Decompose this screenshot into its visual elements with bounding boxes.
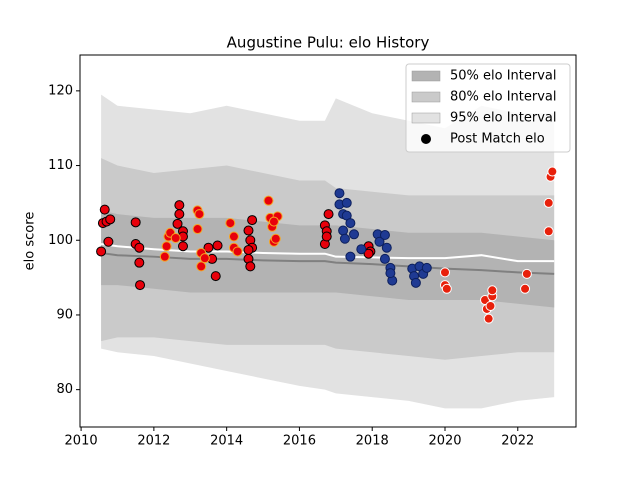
post-match-point bbox=[521, 268, 532, 279]
legend-marker bbox=[421, 134, 431, 144]
post-match-point bbox=[439, 267, 450, 278]
x-tick-label: 2022 bbox=[501, 434, 534, 449]
post-match-point bbox=[385, 268, 396, 279]
post-match-point bbox=[268, 216, 279, 227]
post-match-point bbox=[130, 217, 141, 228]
y-tick-label: 80 bbox=[56, 382, 73, 397]
post-match-point bbox=[441, 283, 452, 294]
post-match-point bbox=[339, 233, 350, 244]
legend-swatch bbox=[411, 112, 441, 124]
post-match-point bbox=[212, 240, 223, 251]
y-tick-label: 100 bbox=[48, 233, 73, 248]
post-match-point bbox=[349, 229, 360, 240]
legend-label: 50% elo Interval bbox=[450, 69, 557, 84]
post-match-point bbox=[243, 225, 254, 236]
post-match-point bbox=[379, 230, 390, 241]
post-match-point bbox=[338, 225, 349, 236]
post-match-point bbox=[194, 209, 205, 220]
post-match-point bbox=[103, 236, 114, 247]
post-match-point bbox=[174, 200, 185, 211]
post-match-point bbox=[410, 277, 421, 288]
y-tick-label: 90 bbox=[56, 307, 73, 322]
post-match-point bbox=[196, 261, 207, 272]
post-match-point bbox=[174, 209, 185, 220]
post-match-point bbox=[543, 197, 554, 208]
legend-swatch bbox=[411, 91, 441, 103]
post-match-point bbox=[134, 242, 145, 253]
x-tick-label: 2014 bbox=[210, 434, 243, 449]
post-match-point bbox=[263, 195, 274, 206]
post-match-point bbox=[543, 226, 554, 237]
legend-label: Post Match elo bbox=[450, 132, 545, 147]
post-match-point bbox=[172, 218, 183, 229]
post-match-point bbox=[192, 224, 203, 235]
post-match-point bbox=[356, 244, 367, 255]
post-match-point bbox=[547, 166, 558, 177]
post-match-point bbox=[270, 233, 281, 244]
post-match-point bbox=[177, 241, 188, 252]
post-match-point bbox=[203, 242, 214, 253]
post-match-point bbox=[374, 236, 385, 247]
post-match-point bbox=[421, 262, 432, 273]
y-axis-label: elo score bbox=[23, 212, 38, 271]
post-match-point bbox=[170, 233, 181, 244]
post-match-point bbox=[483, 313, 494, 324]
post-match-point bbox=[210, 271, 221, 282]
post-match-point bbox=[345, 251, 356, 262]
legend-box bbox=[405, 63, 571, 153]
post-match-point bbox=[381, 242, 392, 253]
post-match-point bbox=[225, 218, 236, 229]
y-tick-label: 120 bbox=[48, 83, 73, 98]
axes-frame bbox=[79, 54, 577, 428]
post-match-point bbox=[487, 285, 498, 296]
legend-swatch bbox=[411, 70, 441, 82]
post-match-point bbox=[379, 253, 390, 264]
x-tick-label: 2012 bbox=[137, 434, 170, 449]
post-match-point bbox=[105, 214, 116, 225]
y-tick-label: 110 bbox=[48, 158, 73, 173]
post-match-point bbox=[161, 241, 172, 252]
post-match-point bbox=[345, 218, 356, 229]
post-match-point bbox=[159, 251, 170, 262]
post-match-point bbox=[96, 246, 107, 257]
post-match-point bbox=[243, 244, 254, 255]
post-match-point bbox=[135, 280, 146, 291]
post-match-point bbox=[363, 248, 374, 259]
post-match-point bbox=[245, 261, 256, 272]
legend-label: 95% elo Interval bbox=[450, 111, 557, 126]
post-match-point bbox=[323, 209, 334, 220]
chart-title: Augustine Pulu: elo History bbox=[227, 34, 430, 52]
post-match-point bbox=[485, 300, 496, 311]
post-match-point bbox=[199, 253, 210, 264]
legend-label: 80% elo Interval bbox=[450, 90, 557, 105]
post-match-point bbox=[232, 246, 243, 257]
x-tick-label: 2020 bbox=[428, 434, 461, 449]
post-match-point bbox=[228, 231, 239, 242]
post-match-point bbox=[321, 231, 332, 242]
post-match-point bbox=[99, 204, 110, 215]
post-match-point bbox=[520, 283, 531, 294]
post-match-point bbox=[341, 197, 352, 208]
post-match-point bbox=[247, 215, 258, 226]
x-tick-label: 2018 bbox=[356, 434, 389, 449]
post-match-point bbox=[134, 257, 145, 268]
post-match-point bbox=[334, 188, 345, 199]
x-tick-label: 2016 bbox=[283, 434, 316, 449]
x-tick-label: 2010 bbox=[65, 434, 98, 449]
